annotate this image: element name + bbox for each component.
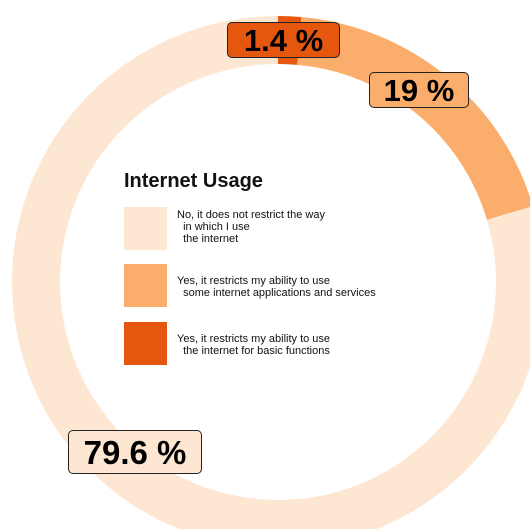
legend-item-not-restricted: No, it does not restrict the way in whic… [124, 207, 325, 250]
legend-swatch-restricts-some [124, 264, 167, 307]
data-label-not-restricted: 79.6 % [68, 430, 202, 474]
data-label-restricts-basic: 1.4 % [227, 22, 340, 58]
legend-swatch-restricts-basic [124, 322, 167, 365]
legend-swatch-not-restricted [124, 207, 167, 250]
data-label-restricts-some: 19 % [369, 72, 469, 108]
legend-label-not-restricted: No, it does not restrict the way in whic… [177, 209, 325, 245]
legend-item-restricts-some: Yes, it restricts my ability to use some… [124, 264, 376, 307]
legend-label-restricts-basic: Yes, it restricts my ability to use the … [177, 333, 331, 357]
chart-title: Internet Usage [124, 170, 263, 192]
legend-label-restricts-some: Yes, it restricts my ability to use some… [177, 275, 376, 299]
legend-item-restricts-basic: Yes, it restricts my ability to use the … [124, 322, 330, 365]
slice-restricts-some [297, 17, 530, 220]
